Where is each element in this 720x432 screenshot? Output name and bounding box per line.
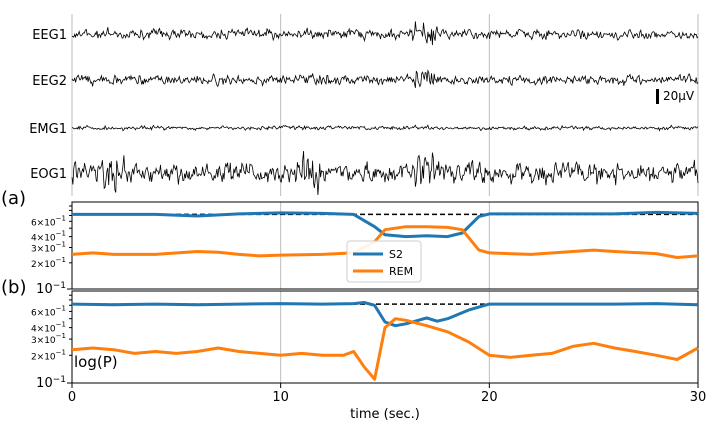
series-rem (71, 225, 699, 259)
y-tick-label-1: 2×10−1 (31, 348, 66, 362)
panel-a: 10−1 2×10−1 3×10−14×10−1 6×10−1 (a) (1, 188, 699, 297)
panel-b: 10−1 2×10−1 3×10−14×10−1 6×10−1 (b) (1, 277, 699, 391)
trace-emg1 (71, 124, 699, 132)
x-tick-label-2: 20 (481, 390, 498, 405)
channel-label-eeg1: EEG1 (32, 28, 67, 43)
scale-bar (656, 89, 659, 104)
legend: S2 REM (346, 240, 422, 283)
y-tick-label-4: 6×10−1 (31, 304, 66, 318)
x-axis: 0 10 20 30 time (sec.) (68, 383, 706, 422)
y-tick-label-0: 10−1 (36, 281, 66, 297)
x-tick-label-3: 30 (690, 390, 707, 405)
trace-eog1 (71, 150, 699, 196)
legend-label-rem: REM (389, 265, 413, 278)
y-tick-label-4: 6×10−1 (31, 214, 66, 228)
series-s2 (71, 301, 699, 328)
x-axis-label: time (sec.) (350, 407, 420, 422)
y-tick-label-3: 4×10−1 (31, 230, 66, 244)
scale-bar-label: 20μV (663, 89, 695, 103)
series-s2 (72, 210, 699, 239)
x-tick-label-1: 10 (272, 390, 289, 405)
panel-frame (71, 201, 699, 290)
x-tick-label-0: 0 (68, 390, 76, 405)
series-rem (71, 317, 699, 381)
y-tick-label-3: 4×10−1 (31, 321, 66, 335)
panel-frame (71, 290, 699, 384)
channel-label-eeg2: EEG2 (32, 74, 67, 89)
channel-label-emg1: EMG1 (29, 122, 67, 137)
panel-label: (a) (1, 188, 26, 209)
y-tick-label-2: 3×10−1 (31, 240, 66, 254)
y-tick-label-2: 3×10−1 (31, 332, 66, 346)
y-axis-label: log(P) (74, 353, 118, 371)
y-tick-label-0: 10−1 (36, 375, 66, 391)
trace-eeg1 (71, 21, 699, 46)
legend-label-s2: S2 (389, 248, 403, 261)
panel-label: (b) (1, 277, 26, 298)
trace-eeg2 (71, 69, 699, 88)
trace-panel: EEG1 EEG2 EMG1 EOG1 20μV (29, 14, 699, 196)
y-tick-label-1: 2×10−1 (31, 256, 66, 270)
channel-label-eog1: EOG1 (30, 167, 67, 182)
